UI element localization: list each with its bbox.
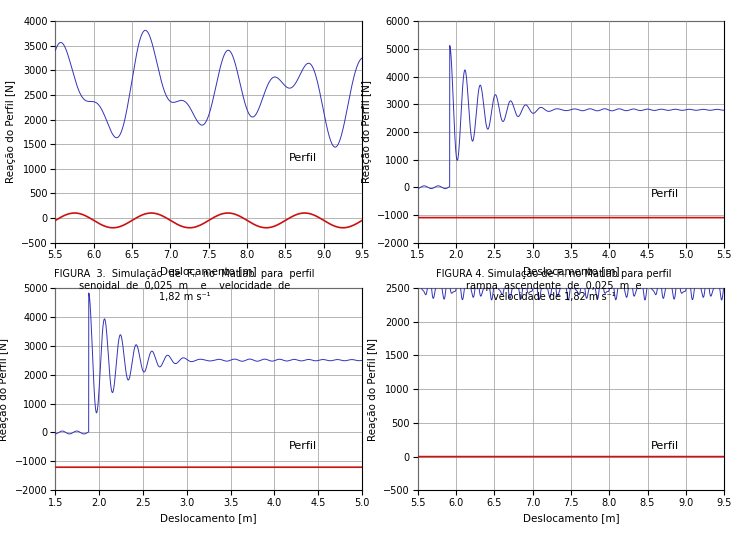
X-axis label: Deslocamento [m]: Deslocamento [m] xyxy=(522,266,619,276)
Y-axis label: Reação do Perfil [N]: Reação do Perfil [N] xyxy=(6,80,16,183)
X-axis label: Deslocamento [m]: Deslocamento [m] xyxy=(160,266,257,276)
Y-axis label: Reação do Perfil [N]: Reação do Perfil [N] xyxy=(368,337,378,441)
Text: Perfil: Perfil xyxy=(288,154,316,164)
X-axis label: Deslocamento [m]: Deslocamento [m] xyxy=(522,514,619,523)
Text: Perfil: Perfil xyxy=(650,189,678,199)
X-axis label: Deslocamento [m]: Deslocamento [m] xyxy=(160,514,257,523)
Y-axis label: Reação do Perfil [N]: Reação do Perfil [N] xyxy=(361,80,372,183)
Y-axis label: Reação do Perfil [N]: Reação do Perfil [N] xyxy=(0,337,10,441)
Text: Perfil: Perfil xyxy=(650,441,678,451)
Text: FIGURA 4. Simulação de Fₙ no Matlab para perfil
rampa  ascendente  de  0,025  m : FIGURA 4. Simulação de Fₙ no Matlab para… xyxy=(437,269,672,302)
Text: Perfil: Perfil xyxy=(288,441,316,451)
Text: FIGURA  3.  Simulação  de  Fₙ  no  Matlab  para  perfil
senoidal  de  0,025  m  : FIGURA 3. Simulação de Fₙ no Matlab para… xyxy=(55,269,315,302)
